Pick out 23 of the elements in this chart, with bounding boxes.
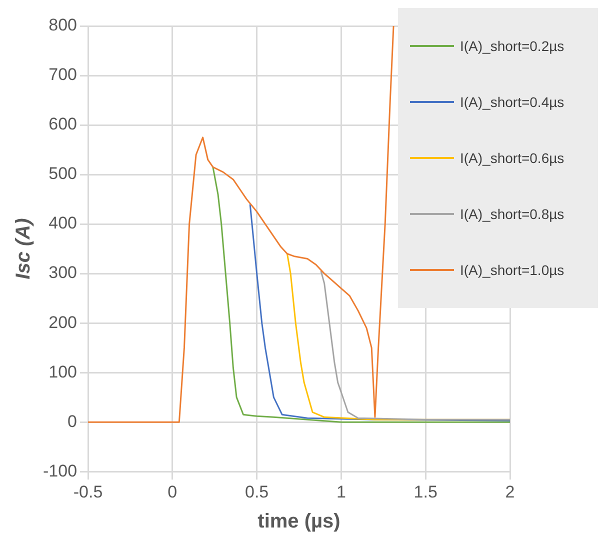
x-tick-label: 2 — [505, 482, 515, 502]
x-tick-label: 0 — [168, 482, 178, 502]
y-tick-label: 800 — [48, 16, 78, 35]
y-tick-label: 600 — [48, 114, 78, 134]
y-tick-label: -100 — [42, 461, 78, 480]
y-tick-label: 100 — [48, 362, 78, 382]
y-axis-title: Isc (A) — [12, 218, 35, 280]
legend-label: I(A)_short=1.0µs — [460, 262, 564, 278]
y-tick-label: 400 — [48, 214, 78, 233]
x-tick-label: 1 — [336, 482, 346, 502]
x-tick-label: 1.5 — [414, 482, 438, 502]
legend-label: I(A)_short=0.6µs — [460, 150, 564, 166]
legend-label: I(A)_short=0.8µs — [460, 206, 564, 222]
x-tick-label: 0.5 — [244, 482, 269, 502]
legend-label: I(A)_short=0.4µs — [460, 94, 564, 110]
y-tick-label: 300 — [48, 263, 78, 282]
x-tick-label: -0.5 — [73, 482, 103, 502]
x-axis-title: time (µs) — [258, 510, 340, 533]
y-tick-label: 0 — [68, 412, 78, 431]
y-tick-label: 700 — [48, 65, 78, 84]
y-tick-label: 200 — [48, 312, 78, 332]
legend-label: I(A)_short=0.2µs — [460, 38, 564, 54]
y-tick-label: 500 — [48, 164, 78, 184]
